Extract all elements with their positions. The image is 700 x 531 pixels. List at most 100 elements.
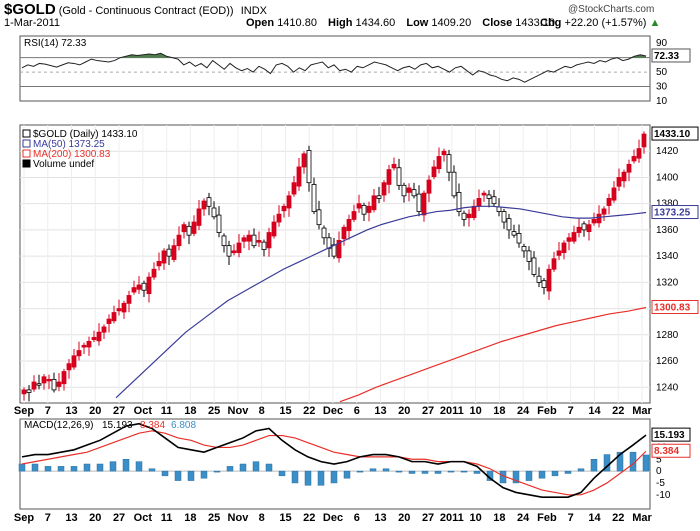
price-tick-label: 1400 — [656, 172, 679, 183]
candle-down — [51, 378, 57, 391]
signal-tag: 8.384 — [654, 446, 679, 457]
macd-x-label: 2011 — [440, 512, 464, 524]
rsi-line — [21, 52, 647, 83]
macd-line — [21, 422, 647, 498]
candle-up — [61, 371, 67, 385]
rsi-legend: RSI(14) 72.33 — [24, 38, 87, 49]
macd-histogram-bar — [343, 470, 351, 479]
price-tag-box — [651, 205, 699, 220]
candle-down — [416, 193, 422, 212]
price-tick-label: 1240 — [656, 382, 679, 393]
price-x-label: 11 — [161, 405, 173, 417]
candle-up — [176, 234, 182, 247]
candle-up — [631, 156, 637, 162]
macd-histogram-bar — [109, 461, 117, 472]
candle-down — [216, 214, 222, 233]
price-tick-label: 1260 — [656, 356, 679, 367]
candle-up — [636, 148, 642, 159]
candle-up — [556, 250, 562, 256]
candle-up — [131, 287, 137, 293]
macd-x-label: 20 — [398, 512, 410, 524]
rsi-panel — [19, 35, 651, 102]
price-x-label: Sep — [14, 405, 34, 417]
macd-x-label: Dec — [323, 512, 343, 524]
candle-down — [531, 257, 537, 275]
price-x-label: Mar — [632, 405, 652, 417]
candle-up — [626, 163, 632, 173]
rsi-overbought-fill — [22, 53, 646, 58]
macd-histogram-bar — [577, 468, 585, 472]
candle-up — [406, 187, 412, 193]
ohlc-readout: Open 1410.80 High 1434.60 Low 1409.20 Cl… — [246, 17, 556, 29]
copyright: @StockCharts.com — [568, 4, 655, 15]
candle-up — [241, 237, 247, 242]
candle-up — [106, 318, 112, 324]
macd-histogram-bar — [525, 470, 533, 481]
price-x-label: 2011 — [440, 405, 464, 417]
candle-up — [356, 203, 362, 209]
macd-x-label: Nov — [228, 512, 250, 524]
candle-up — [126, 295, 132, 304]
macd-histogram-bar — [564, 470, 572, 474]
macd-histogram-bar — [291, 470, 299, 484]
price-tick-label: 1320 — [656, 277, 679, 288]
candle-down — [456, 192, 462, 212]
candle-up — [571, 232, 577, 242]
candle-up — [291, 182, 297, 195]
macd-histogram-bar — [213, 470, 221, 473]
candle-up — [136, 284, 142, 290]
candle-up — [196, 208, 202, 226]
macd-histogram-bar — [70, 466, 78, 472]
price-x-label: 20 — [398, 405, 410, 417]
macd-tick-label: -5 — [656, 478, 665, 489]
candle-up — [181, 224, 187, 233]
macd-histogram-bar — [434, 470, 442, 474]
macd-legend-title: MACD(12,26,9) — [24, 420, 93, 431]
price-legend-swatch — [22, 129, 31, 138]
candle-down — [26, 389, 32, 393]
candle-down — [166, 248, 172, 257]
price-x-label: 27 — [422, 405, 434, 417]
candle-up — [276, 213, 282, 223]
macd-x-label: 22 — [303, 512, 315, 524]
candle-up — [91, 337, 97, 341]
candle-up — [76, 350, 82, 357]
price-x-label: 20 — [89, 405, 101, 417]
candle-down — [306, 150, 312, 184]
candle-down — [251, 234, 257, 247]
candle-up — [111, 312, 117, 322]
candle-up — [96, 331, 102, 342]
macd-signal-line — [21, 430, 647, 496]
macd-histogram-bar — [473, 470, 481, 474]
candle-down — [581, 223, 587, 231]
candle-up — [46, 378, 52, 382]
candle-down — [401, 184, 407, 197]
macd-histogram-bar — [369, 468, 377, 472]
candle-up — [336, 239, 342, 259]
price-x-label: 18 — [184, 405, 196, 417]
candle-up — [441, 150, 447, 156]
candle-down — [521, 246, 527, 252]
price-x-label: 8 — [259, 405, 265, 417]
macd-tick-label: -10 — [656, 490, 671, 501]
macd-x-label: 7 — [568, 512, 574, 524]
macd-x-label: 20 — [89, 512, 101, 524]
price-tag-ma50: 1373.25 — [654, 208, 691, 219]
candle-down — [261, 241, 267, 250]
macd-histogram-bar — [161, 470, 169, 477]
price-x-label: 13 — [374, 405, 386, 417]
macd-histogram-bar — [265, 463, 273, 472]
macd-histogram-bar — [317, 470, 325, 486]
candle-up — [301, 153, 307, 168]
price-x-label: Nov — [228, 405, 250, 417]
candle-up — [621, 171, 627, 182]
macd-x-label: 25 — [208, 512, 220, 524]
candle-up — [101, 326, 107, 333]
candle-down — [541, 280, 547, 289]
price-legend-entry: Volume undef — [33, 159, 94, 170]
macd-histogram-bar — [395, 470, 403, 473]
price-x-label: 27 — [113, 405, 125, 417]
macd-legend-macd: 15.193 — [102, 420, 133, 431]
macd-histogram-bar — [174, 470, 182, 481]
